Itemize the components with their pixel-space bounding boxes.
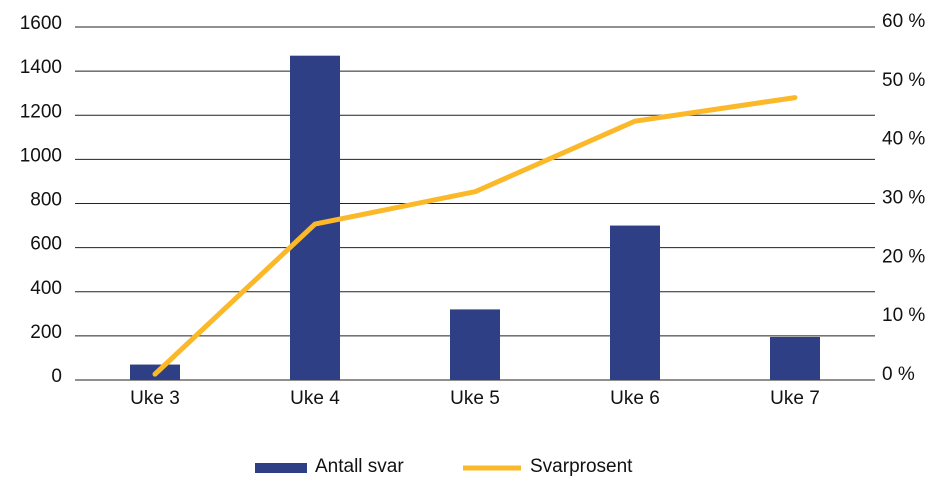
y2-tick-label: 20 % xyxy=(882,246,925,267)
legend-swatch xyxy=(255,463,307,473)
y2-tick-label: 50 % xyxy=(882,70,925,91)
y-tick-label: 1200 xyxy=(20,101,62,122)
bar xyxy=(770,336,820,380)
y-tick-label: 1000 xyxy=(20,145,62,166)
line-series xyxy=(152,95,798,377)
legend-label: Svarprosent xyxy=(530,456,633,477)
y-tick-label: 400 xyxy=(30,278,62,299)
y2-tick-label: 30 % xyxy=(882,188,925,209)
y-tick-label: 800 xyxy=(30,190,62,211)
y-tick-label: 1600 xyxy=(20,13,62,34)
legend-label: Antall svar xyxy=(315,456,404,477)
y-tick-label: 1400 xyxy=(20,57,62,78)
y-tick-label: 0 xyxy=(51,366,62,387)
x-tick-label: Uke 5 xyxy=(450,388,500,409)
y-tick-label: 200 xyxy=(30,322,62,343)
bar xyxy=(450,309,500,380)
y2-tick-label: 0 % xyxy=(882,364,915,385)
bar xyxy=(610,225,660,380)
bar xyxy=(290,55,340,381)
y2-tick-label: 10 % xyxy=(882,305,925,326)
x-tick-label: Uke 7 xyxy=(770,388,820,409)
x-tick-label: Uke 3 xyxy=(130,388,180,409)
x-tick-label: Uke 4 xyxy=(290,388,340,409)
y2-tick-label: 60 % xyxy=(882,11,925,32)
y2-tick-label: 40 % xyxy=(882,129,925,150)
x-tick-label: Uke 6 xyxy=(610,388,660,409)
y-tick-label: 600 xyxy=(30,234,62,255)
